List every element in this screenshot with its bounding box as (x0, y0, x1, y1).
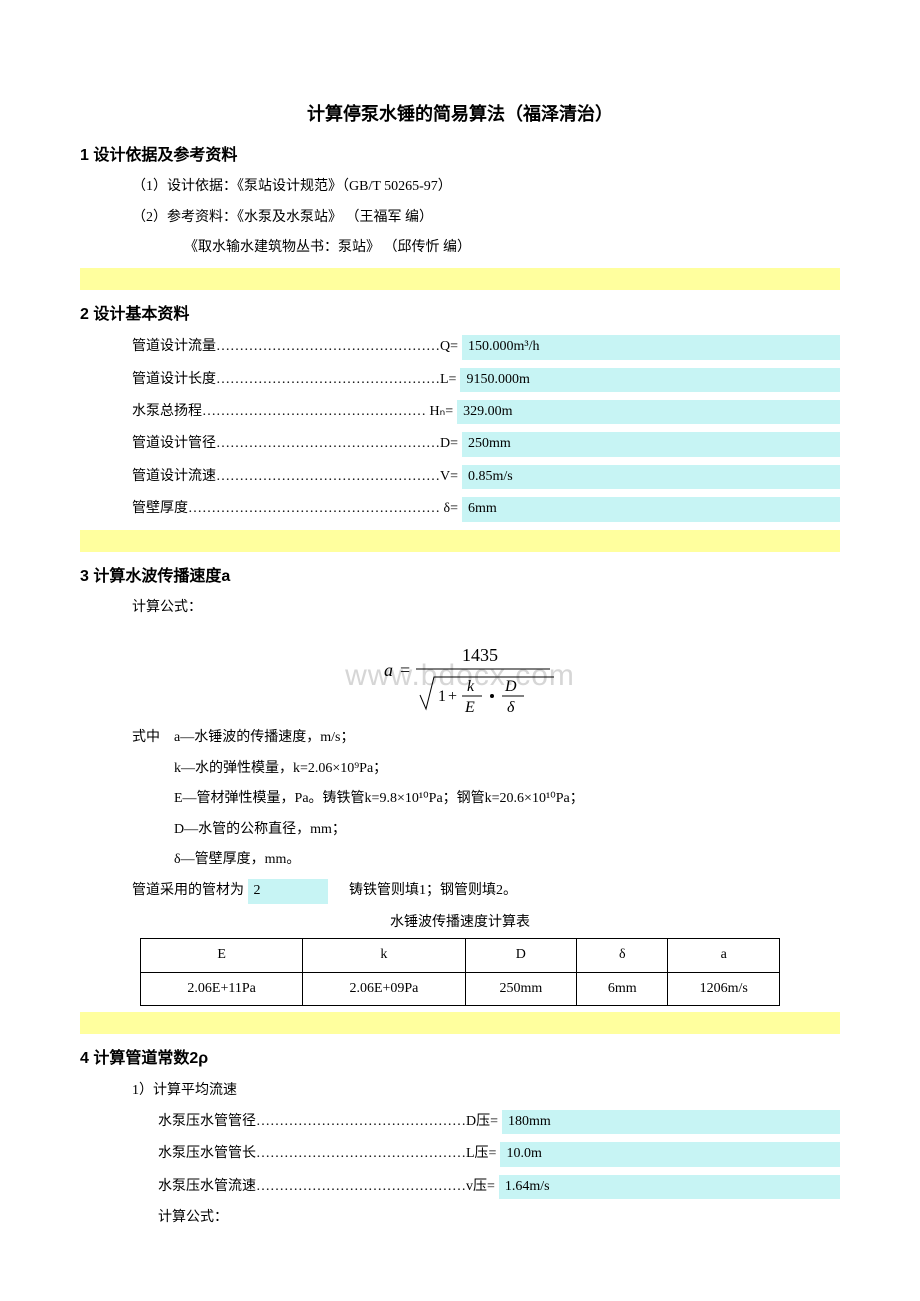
explain-item: D—水管的公称直径，mm； (174, 819, 840, 841)
param-value-Hn: 329.00m (457, 400, 840, 424)
param-row: 管道设计流量…………………………………………Q= 150.000m³/h (132, 335, 840, 359)
param-row: 水泵压水管管径………………………………………D压= 180mm (158, 1110, 840, 1134)
col-E: E (141, 939, 303, 972)
param-row: 水泵压水管管长………………………………………L压= 10.0m (158, 1142, 840, 1166)
param-label-V: 管道设计流速…………………………………………V= (132, 466, 458, 488)
section1-item-2: 《取水输水建筑物丛书：泵站》 （邱传忻 编） (80, 237, 840, 259)
param-row: 管壁厚度……………………………………………… δ= 6mm (132, 497, 840, 521)
svg-text:1: 1 (438, 688, 446, 705)
param-label-Lp: 水泵压水管管长………………………………………L压= (158, 1143, 496, 1165)
svg-text:E: E (464, 699, 475, 716)
param-value-D: 250mm (462, 432, 840, 456)
param-value-vp: 1.64m/s (499, 1175, 840, 1199)
param-label-L: 管道设计长度…………………………………………L= (132, 369, 456, 391)
section3-heading: 3 计算水波传播速度a (80, 564, 840, 590)
param-value-Lp: 10.0m (500, 1142, 840, 1166)
table-header-row: E k D δ a (141, 939, 780, 972)
explain-item: E—管材弹性模量，Pa。铸铁管k=9.8×10¹⁰Pa；钢管k=20.6×10¹… (174, 788, 840, 810)
svg-text:D: D (504, 678, 517, 695)
svg-text:a: a (384, 660, 393, 680)
section4-formula-label: 计算公式： (158, 1207, 840, 1229)
table-row: 2.06E+11Pa 2.06E+09Pa 250mm 6mm 1206m/s (141, 972, 780, 1005)
explain-head: 式中 a—水锤波的传播速度，m/s； (80, 727, 840, 749)
section2-heading: 2 设计基本资料 (80, 302, 840, 328)
param-value-V: 0.85m/s (462, 465, 840, 489)
section3-formula-label: 计算公式： (80, 597, 840, 619)
param-row: 管道设计长度…………………………………………L= 9150.000m (132, 368, 840, 392)
param-label-Hn: 水泵总扬程………………………………………… Hₙ= (132, 401, 453, 423)
param-label-Q: 管道设计流量…………………………………………Q= (132, 336, 458, 358)
material-value-input[interactable]: 2 (248, 879, 328, 903)
param-row: 水泵压水管流速………………………………………v压= 1.64m/s (158, 1175, 840, 1199)
col-D: D (465, 939, 577, 972)
cell-delta: 6mm (577, 972, 668, 1005)
param-label-delta: 管壁厚度……………………………………………… δ= (132, 498, 458, 520)
cell-a: 1206m/s (668, 972, 780, 1005)
col-delta: δ (577, 939, 668, 972)
param-label-Dp: 水泵压水管管径………………………………………D压= (158, 1111, 498, 1133)
svg-text:+: + (448, 688, 457, 705)
param-row: 水泵总扬程………………………………………… Hₙ= 329.00m (132, 400, 840, 424)
param-row: 管道设计管径…………………………………………D= 250mm (132, 432, 840, 456)
material-label-post: 铸铁管则填1；钢管则填2。 (349, 883, 517, 898)
section1-heading: 1 设计依据及参考资料 (80, 143, 840, 169)
formula-svg: a = 1435 1 + k E D δ (350, 629, 570, 719)
section1-item-0: （1）设计依据：《泵站设计规范》（GB/T 50265-97） (80, 176, 840, 198)
material-label-pre: 管道采用的管材为 (132, 883, 244, 898)
explain-item: k—水的弹性模量，k=2.06×10⁹Pa； (174, 758, 840, 780)
param-label-D: 管道设计管径…………………………………………D= (132, 433, 458, 455)
param-row: 管道设计流速…………………………………………V= 0.85m/s (132, 465, 840, 489)
col-k: k (303, 939, 465, 972)
explain-item: δ—管壁厚度，mm。 (174, 849, 840, 871)
param-value-Dp: 180mm (502, 1110, 840, 1134)
svg-text:δ: δ (507, 699, 515, 716)
param-value-L: 9150.000m (460, 368, 840, 392)
page-title: 计算停泵水锤的简易算法（福泽清治） (80, 100, 840, 129)
cell-D: 250mm (465, 972, 577, 1005)
formula-a: www.bdocx.com a = 1435 1 + k E (80, 629, 840, 719)
param-label-vp: 水泵压水管流速………………………………………v压= (158, 1176, 495, 1198)
svg-text:k: k (467, 678, 475, 695)
param-value-Q: 150.000m³/h (462, 335, 840, 359)
table-caption: 水锤波传播速度计算表 (80, 912, 840, 934)
divider-band (80, 1012, 840, 1034)
svg-text:=: = (400, 660, 410, 680)
section1-item-1: （2）参考资料：《水泵及水泵站》 （王福军 编） (80, 207, 840, 229)
section4-heading: 4 计算管道常数2ρ (80, 1046, 840, 1072)
section4-sub-heading: 1）计算平均流速 (80, 1080, 840, 1102)
material-select-line: 管道采用的管材为 2 铸铁管则填1；钢管则填2。 (80, 879, 840, 903)
cell-k: 2.06E+09Pa (303, 972, 465, 1005)
col-a: a (668, 939, 780, 972)
param-value-delta: 6mm (462, 497, 840, 521)
divider-band (80, 530, 840, 552)
svg-text:1435: 1435 (462, 645, 498, 665)
wave-speed-table: E k D δ a 2.06E+11Pa 2.06E+09Pa 250mm 6m… (140, 938, 780, 1006)
cell-E: 2.06E+11Pa (141, 972, 303, 1005)
divider-band (80, 268, 840, 290)
